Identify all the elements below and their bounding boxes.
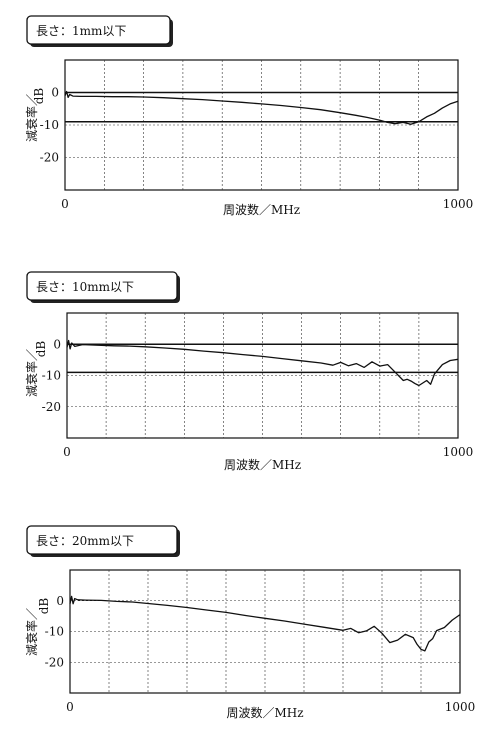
y-unit-label: dB [37, 598, 51, 615]
y-tick-label: -10 [42, 369, 61, 383]
series-line [66, 339, 459, 387]
x-axis-title: 周波数／MHz [226, 705, 303, 720]
x-axis-title: 周波数／MHz [224, 457, 301, 472]
y-axis-title: 減衰率／ [24, 349, 39, 397]
tag-label: 長さ：10mm以下 [36, 280, 134, 294]
y-tick-label: 0 [53, 337, 61, 351]
tag-box [26, 15, 171, 45]
series-line [64, 90, 459, 125]
y-tick-label: 0 [51, 86, 59, 100]
y-tick-label: -10 [45, 625, 64, 639]
y-axis-title: 減衰率／ [24, 608, 39, 656]
y-tick-label: 0 [56, 594, 64, 608]
x-tick-label: 1000 [443, 197, 474, 211]
x-tick-label: 0 [63, 445, 71, 459]
y-tick-label: -10 [40, 118, 59, 132]
y-unit-label: dB [34, 341, 48, 358]
x-axis-title: 周波数／MHz [223, 202, 300, 217]
y-unit-label: dB [32, 88, 46, 105]
series-line [69, 595, 461, 652]
x-tick-label: 1000 [443, 445, 474, 459]
x-tick-label: 0 [66, 700, 74, 714]
y-tick-label: -20 [45, 655, 64, 669]
x-tick-label: 1000 [445, 700, 476, 714]
y-axis-title: 減衰率／ [24, 94, 39, 142]
tag-label: 長さ：20mm以下 [36, 534, 134, 548]
y-tick-label: -20 [42, 400, 61, 414]
y-tick-label: -20 [40, 151, 59, 165]
tag-box [26, 525, 178, 555]
tag-box [26, 271, 178, 301]
tag-label: 長さ：1mm以下 [36, 24, 126, 38]
x-tick-label: 0 [61, 197, 69, 211]
